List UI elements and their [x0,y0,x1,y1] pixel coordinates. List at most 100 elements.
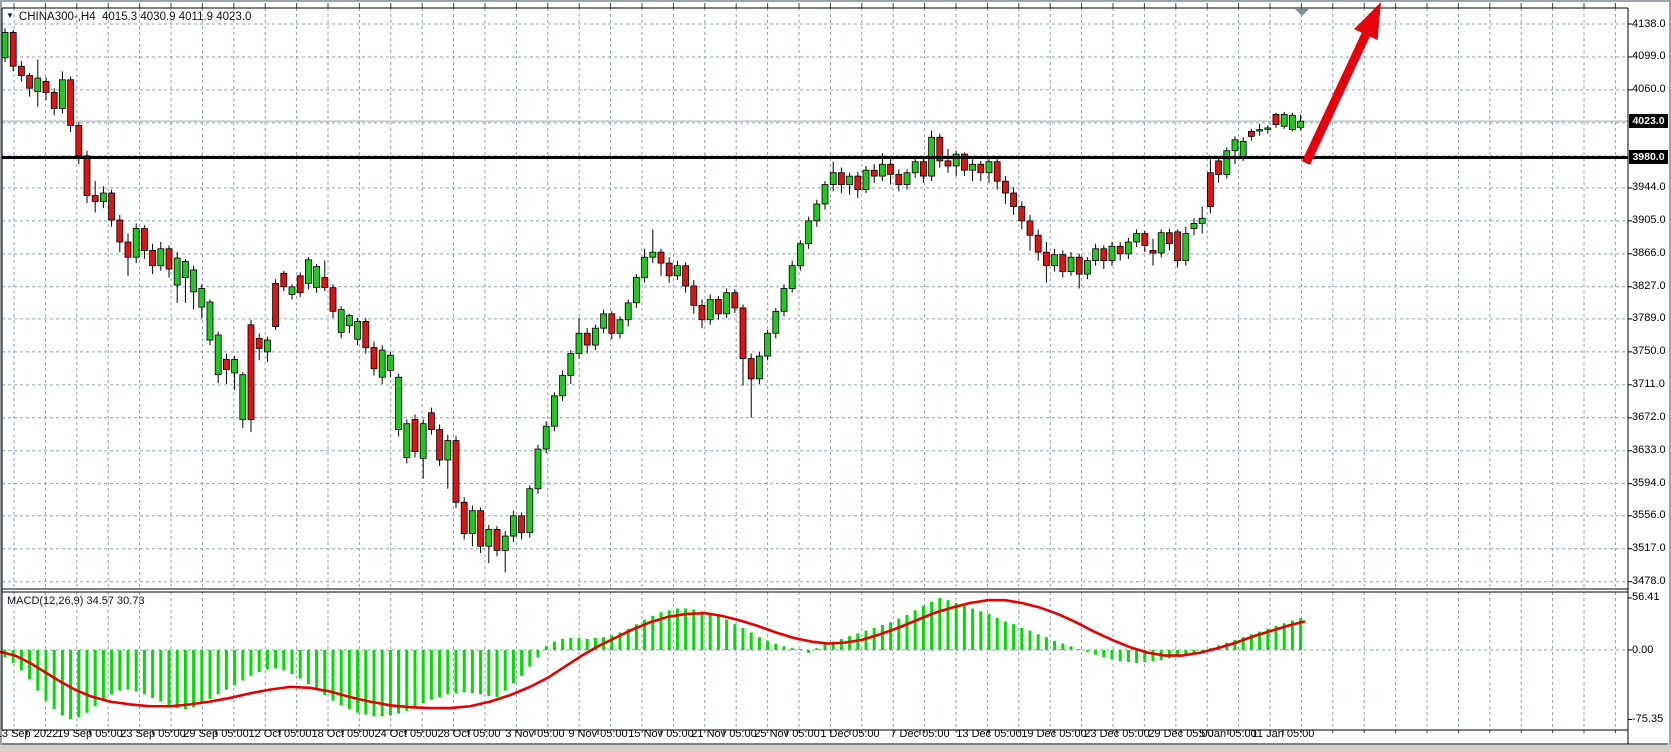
candle-body [1010,192,1017,207]
candle-body [329,287,337,312]
candle-body [534,448,542,490]
candle-body [1092,248,1099,262]
candle-body [1133,233,1140,243]
candle-body [386,354,394,371]
time-axis-label: 29 Sep 05:00 [183,728,249,740]
candle-body [1248,130,1255,137]
candle-body [1141,233,1149,246]
price-axis-label: 3827.0 [1632,280,1666,293]
candle-body [805,220,812,245]
candle-body [280,272,288,288]
chart-title: ▼ CHINA300-,H4 4015.3 4030.9 4011.9 4023.… [6,11,251,23]
candle-body [83,155,91,196]
candle-body [419,423,427,459]
candle-body [633,277,640,304]
candle-body [1280,114,1288,127]
time-axis-label: 19 Dec 05:00 [1021,728,1087,740]
candle-body [34,77,42,93]
candle-body [829,172,837,185]
candle-body [362,321,370,349]
time-axis-label: 3 Nov 05:00 [505,728,565,740]
candle-body [756,355,763,380]
macd-axis-label: 56.41 [1632,591,1660,604]
candle-body [1100,248,1108,262]
candle-body [846,175,853,185]
time-axis-label: 21 Nov 05:00 [691,728,757,740]
candle-body [1223,150,1231,175]
time-axis-label: 9 Nov 05:00 [568,728,628,740]
candle-body [1034,234,1042,253]
candle-body [460,501,468,534]
price-axis-label: 4060.0 [1632,83,1666,96]
current-price-tag: 4023.0 [1629,114,1668,128]
time-axis-label: 24 Oct 05:00 [374,728,438,740]
candle-body [559,375,566,397]
price-axis-label: 3905.0 [1632,214,1666,227]
candle-body [649,251,657,258]
candle-body [895,174,903,185]
candle-body [1002,180,1009,194]
candle-body [206,301,214,341]
up-arrow-icon[interactable] [1354,2,1381,41]
candle-body [509,515,517,537]
candle-body [1051,254,1058,267]
price-axis-label: 3633.0 [1632,444,1666,457]
candle-body [1182,233,1190,261]
candle-body [903,172,911,185]
candle-body [1018,206,1026,222]
candle-body [731,292,739,309]
candle-body [370,347,378,370]
candle-body [961,153,968,171]
candle-body [1264,127,1272,130]
candle-body [501,535,509,551]
candle-body [132,228,140,258]
candle-body [100,192,107,202]
candle-body [1043,251,1050,267]
candle-body [952,153,960,167]
candle-body [862,169,870,191]
time-axis-label: 19 Sep 05:00 [57,728,123,740]
annotation-arrow-shaft[interactable] [1301,27,1373,165]
candle-body [821,184,829,205]
candle-body [920,161,927,177]
candle-body [75,125,83,157]
candle-body [1190,223,1198,229]
candle-body [772,310,780,334]
time-axis-label: 15 Nov 05:00 [628,728,694,740]
candle-body [665,262,673,277]
price-axis-label: 3478.0 [1632,575,1666,588]
candle-body [854,175,862,191]
macd-indicator-label: MACD(12,26,9) 34.57 30.73 [7,595,145,607]
price-axis-label: 3594.0 [1632,477,1666,490]
candle-body [1084,260,1091,275]
candle-body [624,302,632,321]
candle-body [542,425,550,450]
candle-body [977,163,985,174]
candle-body [165,248,173,270]
candle-body [91,195,99,202]
candle-body [1125,241,1132,255]
candle-body [1239,141,1247,158]
candle-body [255,337,263,349]
price-axis-label: 4138.0 [1632,17,1666,30]
symbol-dropdown-icon[interactable]: ▼ [6,11,14,20]
candle-body [485,528,493,547]
candle-body [706,299,714,321]
price-axis-label: 3789.0 [1632,312,1666,325]
candle-body [26,75,34,89]
time-axis-label: 7 Dec 05:00 [890,728,950,740]
candle-body [1059,254,1067,272]
candle-body [222,359,230,371]
candle-body [657,251,665,264]
candle-body [1067,256,1075,272]
hline-price-tag: 3980.0 [1629,150,1668,164]
candle-body [247,324,255,420]
time-axis-label: 12 Oct 05:00 [248,728,312,740]
time-axis-label: 23 Dec 05:00 [1084,728,1150,740]
candle-body [1256,129,1263,132]
candle-body [403,423,411,458]
candle-body [747,358,755,380]
candle-body [173,257,181,286]
candle-body [1,32,9,59]
